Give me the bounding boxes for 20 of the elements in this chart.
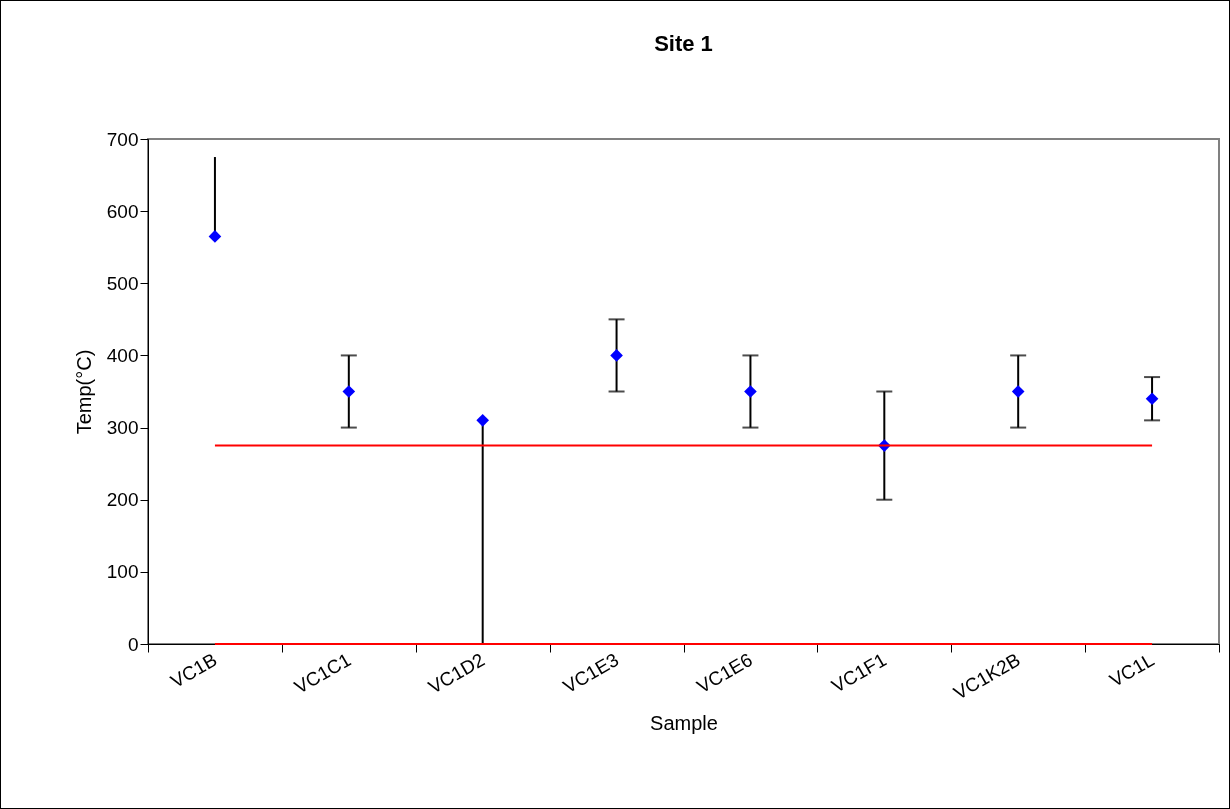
- y-tick-label: 200: [106, 489, 139, 511]
- point: [610, 349, 623, 362]
- point: [1145, 392, 1159, 406]
- y-tick-label: 700: [106, 128, 139, 150]
- y-tick-label: 500: [106, 272, 139, 294]
- y-tick-label: 100: [106, 561, 139, 583]
- x-tick-label: VC1L: [1105, 648, 1158, 691]
- y-tick-label: 600: [106, 200, 139, 222]
- y-axis-title: Temp(°C): [72, 349, 95, 435]
- point: [476, 414, 490, 427]
- y-tick-label: 400: [106, 344, 139, 366]
- y-tick-label: 0: [127, 633, 139, 655]
- chart-title: Site 1: [654, 31, 713, 56]
- x-tick-label: VC1B: [166, 648, 221, 692]
- point: [744, 385, 757, 398]
- point: [208, 230, 222, 243]
- point: [1011, 385, 1025, 398]
- y-tick-label: 300: [106, 417, 139, 439]
- x-axis-title: Sample: [650, 711, 718, 734]
- point: [342, 385, 356, 398]
